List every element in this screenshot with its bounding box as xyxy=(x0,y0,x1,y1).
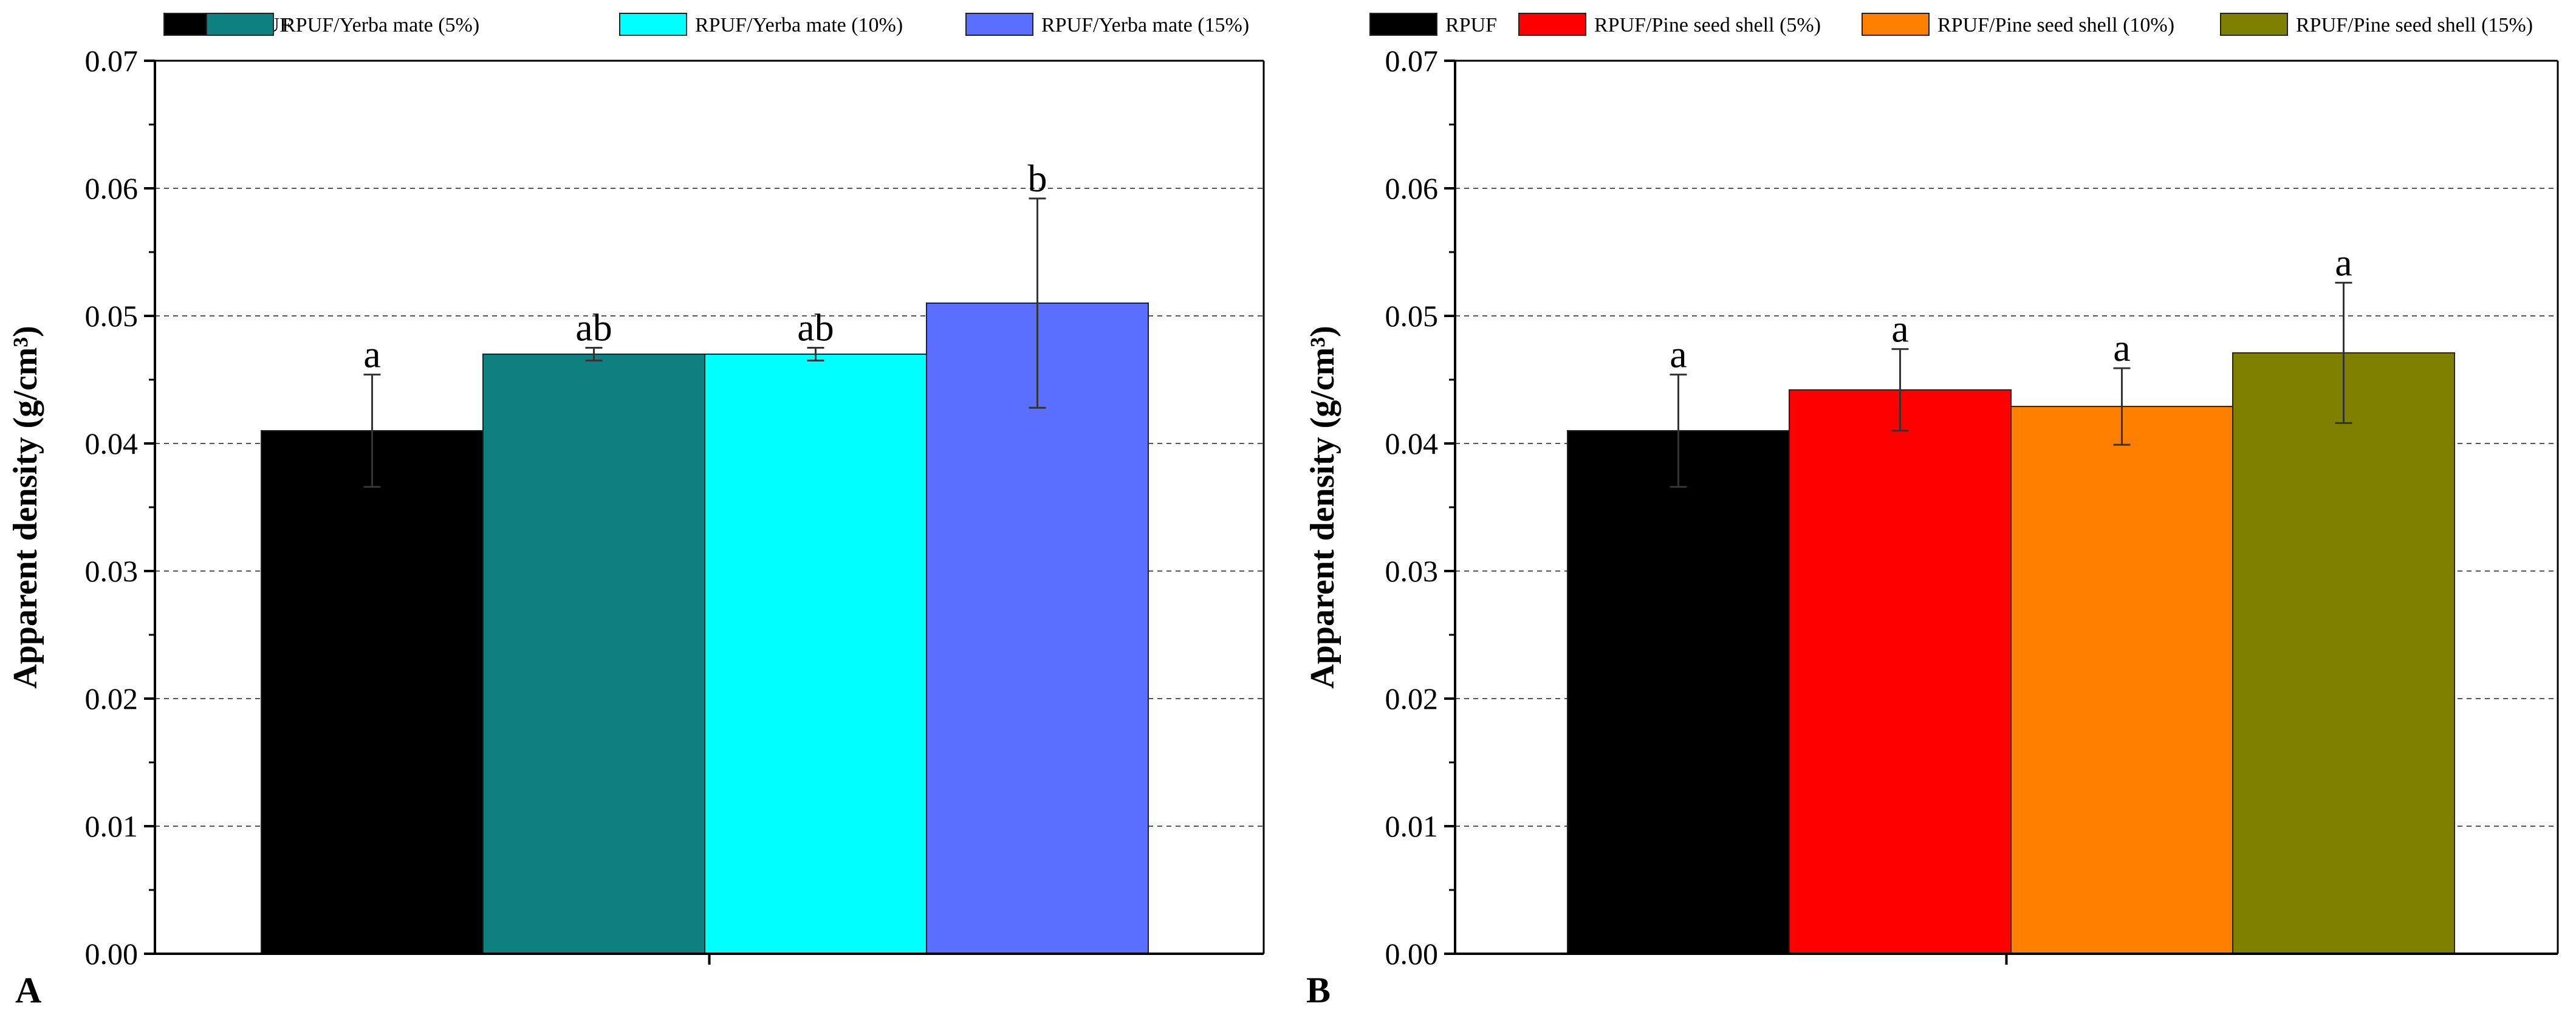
bar xyxy=(1789,389,2012,954)
y-tick-label: 0.04 xyxy=(85,426,139,460)
legend-label: RPUF/Yerba mate (5%) xyxy=(282,14,479,36)
bar xyxy=(261,430,484,954)
legend-label: RPUF/Pine seed shell (10%) xyxy=(1937,14,2174,36)
legend-swatch xyxy=(1369,13,1437,36)
significance-label: b xyxy=(1028,157,1047,200)
y-tick-label: 0.02 xyxy=(1385,682,1439,716)
chart-panel-a: a ab ab b 0.00 0.01 0.02 0.03 0.04 0.05 0.06 0.07 Ap… xyxy=(7,13,1265,1010)
y-tick-label: 0.01 xyxy=(85,809,139,843)
y-tick-label: 0.02 xyxy=(85,682,139,716)
bar xyxy=(926,303,1149,954)
panel-label: A xyxy=(15,970,41,1010)
legend-swatch xyxy=(1862,13,1930,36)
y-tick-label: 0.00 xyxy=(85,937,139,971)
bar xyxy=(1567,430,1790,954)
legend-label: RPUF/Yerba mate (15%) xyxy=(1041,14,1249,36)
y-tick-label: 0.04 xyxy=(1385,426,1439,460)
legend-swatch xyxy=(965,13,1033,36)
chart-panel-b: a a a a 0.00 0.01 0.02 0.03 0.04 0.05 0.06 0.07 Appa… xyxy=(1304,13,2559,1010)
y-tick-label: 0.06 xyxy=(1385,171,1439,205)
y-tick-label: 0.00 xyxy=(1385,937,1439,971)
bar xyxy=(2232,352,2455,954)
y-tick-label: 0.07 xyxy=(1385,44,1439,78)
y-tick-label: 0.03 xyxy=(85,554,139,588)
y-axis-title: Apparent density (g/cm³) xyxy=(7,326,44,689)
significance-label: ab xyxy=(575,306,612,349)
legend-label: RPUF xyxy=(1445,14,1497,36)
bar xyxy=(704,354,927,954)
significance-label: a xyxy=(2113,326,2130,369)
significance-label: a xyxy=(1891,307,1908,351)
y-tick-label: 0.06 xyxy=(85,171,139,205)
y-tick-label: 0.03 xyxy=(1385,554,1439,588)
significance-label: a xyxy=(1670,333,1687,376)
y-tick-label: 0.01 xyxy=(1385,809,1439,843)
y-tick-label: 0.07 xyxy=(85,44,139,78)
significance-label: ab xyxy=(797,306,834,349)
legend-swatch xyxy=(619,13,687,36)
y-tick-label: 0.05 xyxy=(85,299,139,333)
bar xyxy=(2010,406,2233,954)
y-tick-label: 0.05 xyxy=(1385,299,1439,333)
legend-swatch xyxy=(1518,13,1586,36)
significance-label: a xyxy=(363,333,380,376)
legend-label: RPUF/Yerba mate (10%) xyxy=(695,14,903,36)
y-axis-title: Apparent density (g/cm³) xyxy=(1304,326,1341,689)
legend-label: RPUF/Pine seed shell (15%) xyxy=(2296,14,2533,36)
panel-label: B xyxy=(1306,970,1331,1010)
legend-swatch xyxy=(2220,13,2288,36)
bar xyxy=(482,354,705,954)
legend-swatch xyxy=(206,13,274,36)
significance-label: a xyxy=(2335,241,2352,284)
legend-label: RPUF/Pine seed shell (5%) xyxy=(1594,14,1821,36)
